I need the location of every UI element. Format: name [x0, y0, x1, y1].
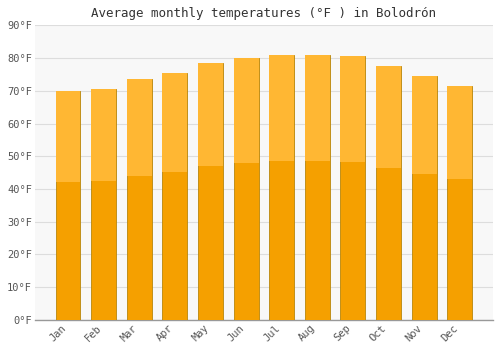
Bar [91, 89, 116, 320]
Bar [376, 66, 401, 320]
Bar [412, 76, 436, 320]
Bar [234, 58, 258, 320]
Bar [162, 73, 188, 172]
Bar [162, 73, 188, 320]
Bar [376, 66, 401, 168]
Bar [448, 86, 472, 320]
Bar [56, 91, 80, 320]
Bar [269, 55, 294, 320]
Bar [269, 55, 294, 161]
Bar [127, 79, 152, 320]
Bar [448, 86, 472, 180]
Bar [127, 79, 152, 176]
Bar [56, 91, 80, 182]
Title: Average monthly temperatures (°F ) in Bolodrón: Average monthly temperatures (°F ) in Bo… [92, 7, 436, 20]
Bar [305, 55, 330, 161]
Bar [412, 76, 436, 174]
Bar [91, 89, 116, 181]
Bar [340, 56, 365, 320]
Bar [305, 55, 330, 320]
Bar [198, 63, 223, 166]
Bar [340, 56, 365, 162]
Bar [198, 63, 223, 320]
Bar [234, 58, 258, 163]
